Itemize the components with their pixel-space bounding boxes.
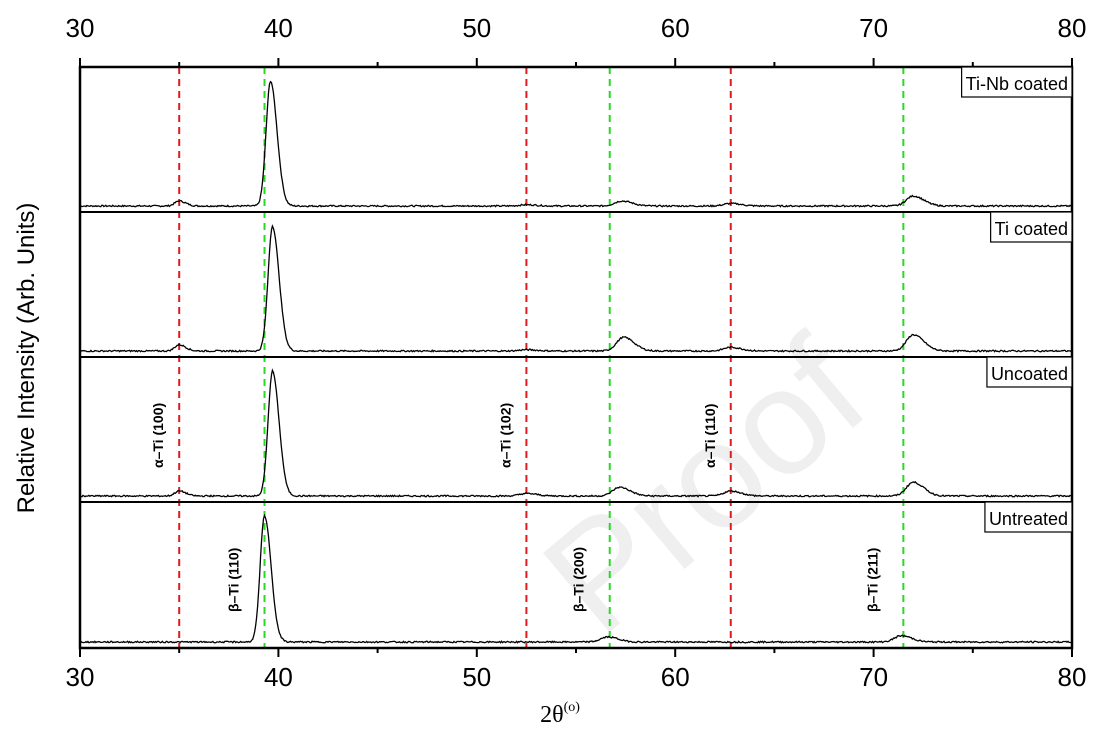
legend-box-3: Uncoated: [986, 356, 1073, 388]
series-line-2: [79, 224, 1073, 353]
x-axis-title-sup: (o): [564, 700, 581, 715]
x-tick-label-bottom: 50: [462, 662, 491, 692]
x-axis-title: 2θ(o): [540, 700, 580, 728]
series-line-1: [79, 80, 1073, 208]
x-tick-label-bottom: 40: [264, 662, 293, 692]
legend-box-4: Untreated: [984, 501, 1073, 533]
x-tick-label-top: 60: [661, 13, 690, 43]
diffraction-traces: [79, 80, 1073, 644]
legend-label: Untreated: [989, 509, 1068, 529]
legend-label: Ti coated: [995, 219, 1068, 239]
x-tick-label-top: 80: [1058, 13, 1087, 43]
x-axis-title-main: 2θ: [540, 702, 564, 728]
legend-box-2: Ti coated: [990, 211, 1073, 243]
legend-box-1: Ti-Nb coated: [961, 66, 1073, 98]
alpha-peak-label-0: α–Ti (100): [150, 403, 166, 468]
x-tick-label-bottom: 70: [859, 662, 888, 692]
peak-labels: α–Ti (100) α–Ti (102) α–Ti (110) β–Ti (110)…: [150, 403, 880, 612]
legend-frame: [961, 66, 1073, 98]
legend-frame: [990, 211, 1073, 243]
alpha-peak-label-2: α–Ti (110): [702, 404, 718, 468]
x-tick-label-top: 40: [264, 13, 293, 43]
legend-label: Ti-Nb coated: [966, 74, 1068, 94]
y-axis-title: Relative Intensity (Arb. Units): [13, 203, 40, 514]
series-line-3: [79, 368, 1073, 498]
beta-peak-label-1: β–Ti (200): [571, 547, 587, 612]
x-tick-label-bottom: 30: [66, 662, 95, 692]
legend-frame: [986, 356, 1073, 388]
alpha-peak-label-1: α–Ti (102): [497, 403, 513, 468]
panel-legends: Ti-Nb coated Ti coated Uncoated Untreated: [961, 66, 1073, 533]
series-line-4: [79, 513, 1072, 644]
axis-ticks: 30 30 40 40 50 50 60 60 70 70 80 80: [66, 13, 1087, 692]
legend-label: Uncoated: [991, 364, 1068, 384]
x-tick-label-top: 70: [859, 13, 888, 43]
x-tick-label-top: 50: [462, 13, 491, 43]
x-tick-label-top: 30: [66, 13, 95, 43]
beta-peak-label-0: β–Ti (110): [226, 548, 242, 612]
x-tick-label-bottom: 80: [1058, 662, 1087, 692]
beta-peak-label-2: β–Ti (211): [864, 548, 880, 612]
legend-frame: [984, 501, 1073, 533]
x-tick-label-bottom: 60: [661, 662, 690, 692]
